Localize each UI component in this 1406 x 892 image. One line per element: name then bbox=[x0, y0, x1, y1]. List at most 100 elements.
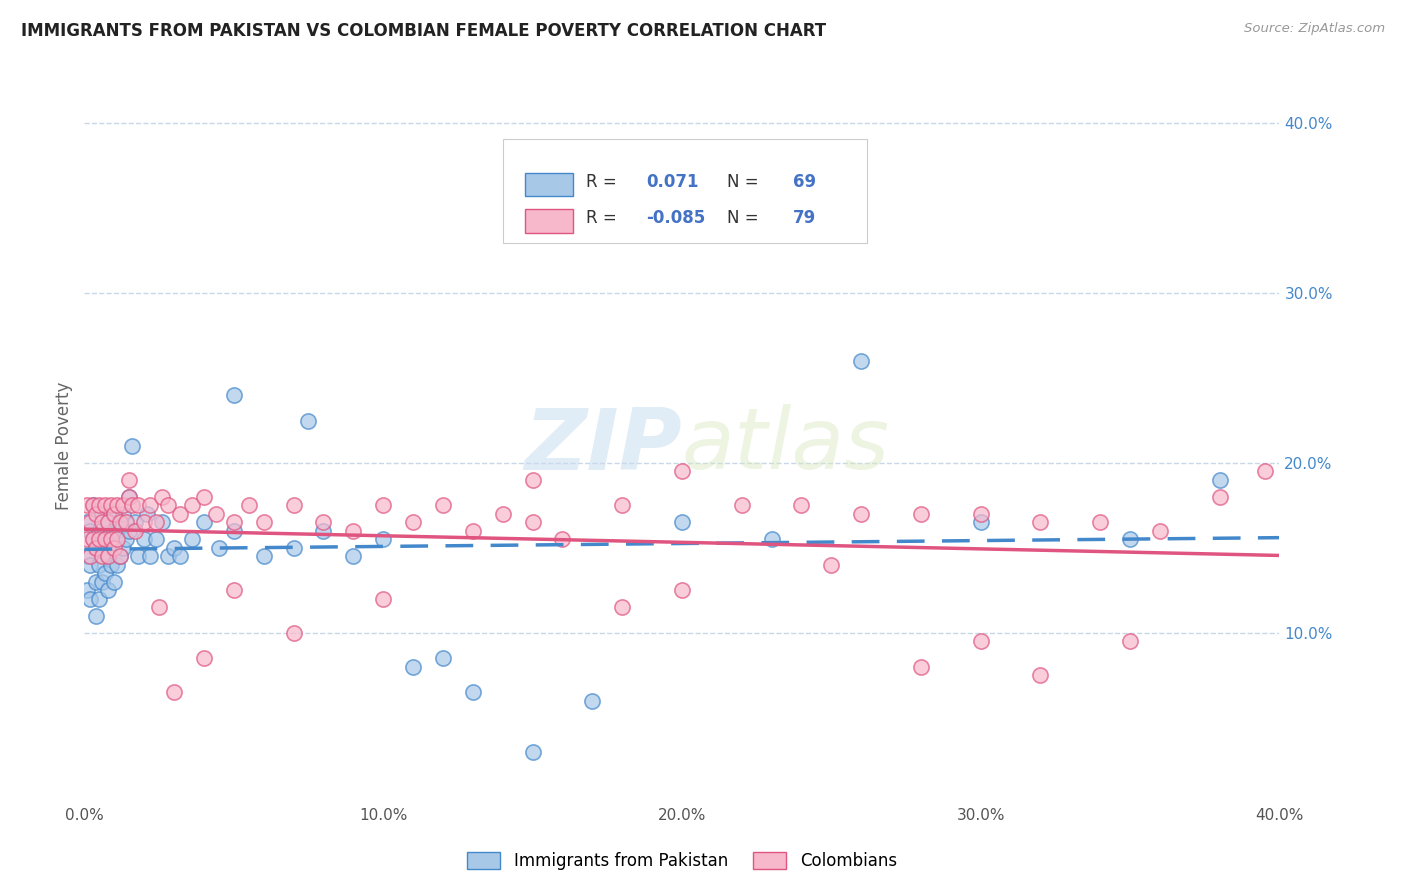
Point bbox=[163, 685, 186, 699]
Point bbox=[671, 583, 693, 598]
Point bbox=[671, 516, 693, 530]
Point bbox=[610, 499, 633, 513]
Point bbox=[91, 541, 114, 555]
Point bbox=[103, 507, 125, 521]
Point bbox=[94, 566, 117, 581]
Point bbox=[118, 490, 141, 504]
Point bbox=[169, 507, 191, 521]
Point bbox=[97, 549, 120, 564]
Point bbox=[76, 583, 98, 598]
Point bbox=[79, 524, 101, 538]
Point bbox=[139, 499, 162, 513]
Point bbox=[193, 516, 215, 530]
Point bbox=[100, 533, 122, 547]
FancyBboxPatch shape bbox=[526, 209, 574, 233]
Point bbox=[110, 516, 132, 530]
Point bbox=[86, 541, 108, 555]
Point bbox=[1149, 524, 1171, 538]
Point bbox=[1090, 516, 1112, 530]
Text: ZIP: ZIP bbox=[524, 404, 682, 488]
Point bbox=[124, 516, 146, 530]
Point bbox=[127, 499, 149, 513]
Point bbox=[849, 354, 872, 368]
Point bbox=[82, 533, 104, 547]
Point bbox=[89, 591, 111, 606]
FancyBboxPatch shape bbox=[526, 172, 574, 196]
Point bbox=[312, 516, 335, 530]
Point bbox=[148, 600, 170, 615]
Point bbox=[1208, 490, 1232, 504]
Point bbox=[79, 549, 101, 564]
Point bbox=[522, 516, 544, 530]
Point bbox=[551, 533, 574, 547]
Point bbox=[110, 516, 132, 530]
Text: R =: R = bbox=[586, 173, 623, 191]
Point bbox=[118, 473, 141, 487]
Point bbox=[180, 533, 204, 547]
Point bbox=[432, 651, 454, 665]
Point bbox=[222, 516, 245, 530]
Text: R =: R = bbox=[586, 209, 623, 227]
Point bbox=[671, 465, 693, 479]
Point bbox=[100, 499, 122, 513]
Point bbox=[432, 499, 454, 513]
Point bbox=[522, 473, 544, 487]
Point bbox=[1208, 473, 1232, 487]
Point bbox=[581, 694, 603, 708]
Point bbox=[145, 516, 167, 530]
Point bbox=[222, 524, 245, 538]
Point bbox=[371, 499, 394, 513]
Point bbox=[910, 660, 932, 674]
Point bbox=[89, 558, 111, 572]
Point bbox=[283, 626, 305, 640]
Point bbox=[100, 524, 122, 538]
Point bbox=[253, 516, 276, 530]
Text: Source: ZipAtlas.com: Source: ZipAtlas.com bbox=[1244, 22, 1385, 36]
Point bbox=[91, 516, 114, 530]
Point bbox=[342, 524, 364, 538]
Point bbox=[157, 549, 180, 564]
Point bbox=[103, 507, 125, 521]
Point bbox=[461, 524, 484, 538]
Point bbox=[193, 651, 215, 665]
Point bbox=[82, 499, 104, 513]
Point bbox=[150, 490, 173, 504]
Point bbox=[97, 516, 120, 530]
Point bbox=[610, 600, 633, 615]
Point bbox=[790, 499, 813, 513]
Point bbox=[132, 533, 156, 547]
Point bbox=[94, 499, 117, 513]
Point bbox=[283, 541, 305, 555]
Point bbox=[124, 524, 146, 538]
Point bbox=[157, 499, 180, 513]
FancyBboxPatch shape bbox=[503, 139, 868, 243]
Point bbox=[522, 745, 544, 759]
Point bbox=[402, 516, 425, 530]
Point bbox=[145, 533, 167, 547]
Point bbox=[222, 583, 245, 598]
Text: N =: N = bbox=[727, 209, 765, 227]
Point bbox=[86, 608, 108, 623]
Point bbox=[103, 541, 125, 555]
Point bbox=[163, 541, 186, 555]
Point bbox=[82, 533, 104, 547]
Point bbox=[105, 533, 128, 547]
Point bbox=[970, 507, 993, 521]
Point bbox=[103, 541, 125, 555]
Point bbox=[115, 533, 138, 547]
Point bbox=[82, 499, 104, 513]
Point bbox=[86, 507, 108, 521]
Point bbox=[91, 507, 114, 521]
Point bbox=[731, 499, 754, 513]
Point bbox=[118, 524, 141, 538]
Point bbox=[222, 388, 245, 402]
Point bbox=[371, 591, 394, 606]
Point bbox=[97, 583, 120, 598]
Point bbox=[402, 660, 425, 674]
Y-axis label: Female Poverty: Female Poverty bbox=[55, 382, 73, 510]
Point bbox=[150, 516, 173, 530]
Point bbox=[253, 549, 276, 564]
Point bbox=[110, 549, 132, 564]
Point bbox=[118, 490, 141, 504]
Point bbox=[76, 516, 98, 530]
